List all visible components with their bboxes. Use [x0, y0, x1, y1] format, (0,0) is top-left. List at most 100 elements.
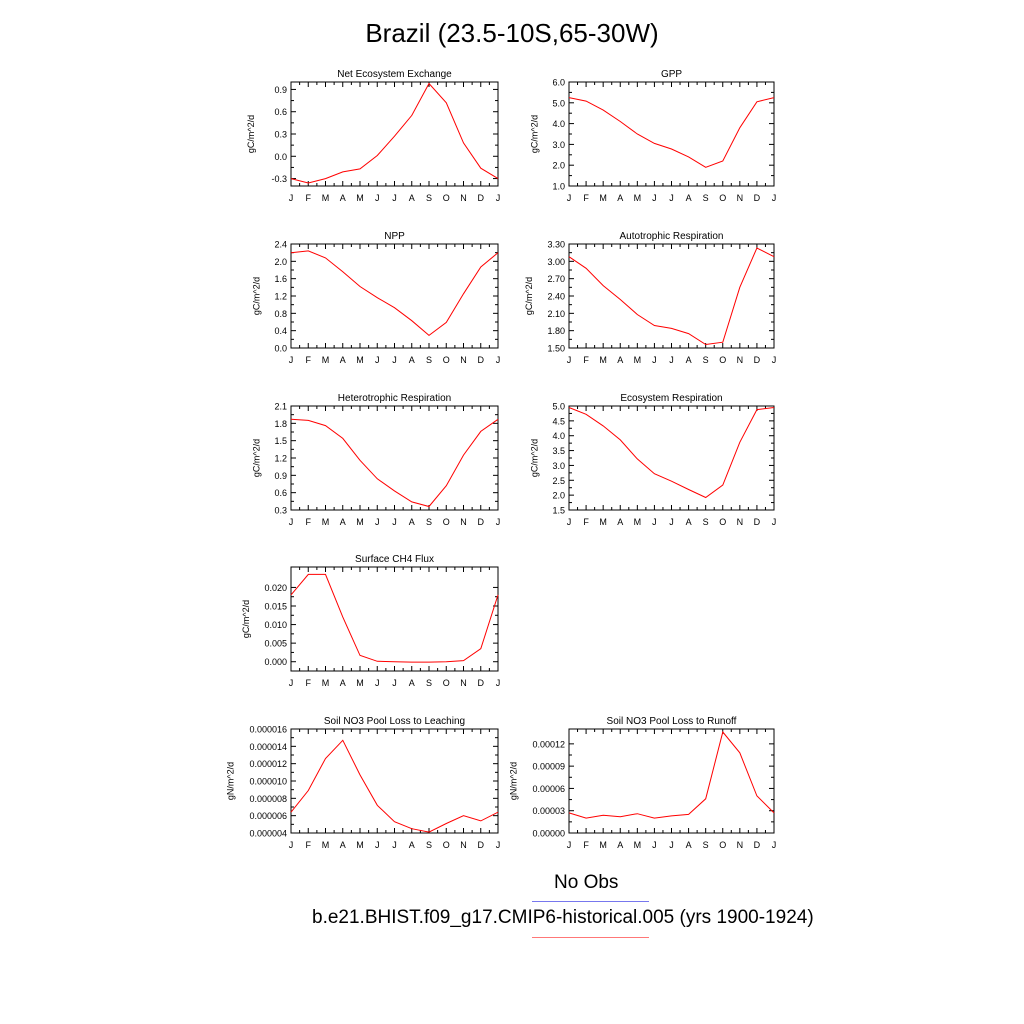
x-tick-label: O — [719, 517, 726, 527]
x-tick-label: J — [392, 840, 397, 850]
x-tick-label: A — [340, 355, 346, 365]
x-tick-label: M — [356, 193, 364, 203]
y-tick-label: 2.1 — [274, 402, 287, 412]
panel-title: Ecosystem Respiration — [620, 393, 722, 404]
panel-title: Heterotrophic Respiration — [338, 393, 451, 404]
y-tick-label: 0.00003 — [532, 806, 565, 816]
x-tick-label: N — [460, 517, 467, 527]
x-tick-label: J — [567, 840, 572, 850]
legend-obs-line — [532, 901, 649, 902]
x-tick-label: J — [392, 193, 397, 203]
x-tick-label: A — [409, 840, 415, 850]
y-tick-label: 5.0 — [552, 98, 565, 108]
x-tick-label: S — [426, 840, 432, 850]
x-tick-label: J — [496, 840, 501, 850]
x-tick-label: M — [356, 355, 364, 365]
x-tick-label: J — [567, 355, 572, 365]
y-tick-label: 3.30 — [547, 240, 565, 250]
y-tick-label: 0.000008 — [249, 794, 287, 804]
legend-obs-label: No Obs — [554, 872, 619, 893]
x-tick-label: S — [426, 355, 432, 365]
y-tick-label: 0.3 — [274, 506, 287, 516]
x-tick-label: A — [617, 517, 623, 527]
panel-title: Autotrophic Respiration — [620, 231, 724, 242]
y-tick-label: 1.5 — [552, 506, 565, 516]
x-tick-label: N — [460, 678, 467, 688]
y-tick-label: 2.40 — [547, 292, 565, 302]
x-tick-label: J — [772, 840, 777, 850]
y-axis-label: gC/m^2/d — [246, 115, 256, 153]
x-tick-label: A — [617, 355, 623, 365]
series-line — [290, 739, 499, 833]
y-tick-label: 0.005 — [264, 639, 287, 649]
y-tick-label: 1.50 — [547, 344, 565, 354]
y-tick-label: 0.0 — [274, 344, 287, 354]
x-tick-label: N — [460, 840, 467, 850]
x-tick-label: A — [617, 193, 623, 203]
panel-title: Soil NO3 Pool Loss to Runoff — [607, 716, 737, 727]
y-tick-label: 5.0 — [552, 402, 565, 412]
y-axis-label: gC/m^2/d — [241, 600, 251, 638]
y-tick-label: -0.3 — [271, 174, 287, 184]
y-axis-label: gC/m^2/d — [251, 277, 261, 315]
panel-title: NPP — [384, 231, 405, 242]
x-tick-label: F — [583, 840, 589, 850]
x-tick-label: J — [669, 193, 674, 203]
x-tick-label: F — [306, 193, 312, 203]
x-tick-label: J — [669, 517, 674, 527]
x-tick-label: F — [306, 840, 312, 850]
x-tick-label: M — [322, 678, 330, 688]
x-tick-label: O — [719, 355, 726, 365]
y-tick-label: 1.8 — [274, 419, 287, 429]
series-line — [290, 82, 499, 184]
x-tick-label: M — [599, 193, 607, 203]
plot-frame — [568, 243, 775, 349]
x-tick-label: J — [567, 517, 572, 527]
plot-frame — [290, 566, 499, 672]
x-tick-label: J — [652, 193, 657, 203]
x-tick-label: A — [340, 678, 346, 688]
x-tick-label: M — [599, 517, 607, 527]
y-tick-label: 0.000006 — [249, 811, 287, 821]
x-tick-label: N — [737, 840, 744, 850]
x-tick-label: F — [583, 193, 589, 203]
x-tick-label: J — [496, 517, 501, 527]
x-tick-label: S — [703, 840, 709, 850]
x-tick-label: M — [356, 678, 364, 688]
x-tick-label: S — [426, 193, 432, 203]
x-tick-label: F — [306, 355, 312, 365]
x-tick-label: A — [340, 517, 346, 527]
legend-model-label: b.e21.BHIST.f09_g17.CMIP6-historical.005… — [312, 907, 814, 928]
x-tick-label: N — [737, 193, 744, 203]
y-tick-label: 3.0 — [552, 461, 565, 471]
y-tick-label: 0.6 — [274, 107, 287, 117]
y-tick-label: 0.6 — [274, 488, 287, 498]
x-tick-label: N — [737, 517, 744, 527]
x-tick-label: M — [322, 517, 330, 527]
x-tick-label: A — [686, 517, 692, 527]
y-axis-label: gN/m^2/d — [225, 762, 235, 800]
x-tick-label: A — [617, 840, 623, 850]
y-tick-label: 0.000016 — [249, 725, 287, 735]
x-tick-label: A — [409, 193, 415, 203]
x-tick-label: J — [289, 355, 294, 365]
y-tick-label: 1.2 — [274, 454, 287, 464]
x-tick-label: J — [375, 678, 380, 688]
y-tick-label: 2.0 — [552, 491, 565, 501]
plot-frame — [568, 728, 775, 834]
y-tick-label: 0.3 — [274, 130, 287, 140]
series-line — [290, 418, 499, 508]
series-line — [568, 247, 775, 346]
x-tick-label: J — [652, 840, 657, 850]
y-axis-label: gC/m^2/d — [524, 277, 534, 315]
x-tick-label: O — [443, 678, 450, 688]
x-tick-label: S — [703, 517, 709, 527]
legend-model-line — [532, 937, 649, 938]
page-title: Brazil (23.5-10S,65-30W) — [365, 18, 659, 48]
y-tick-label: 0.00009 — [532, 762, 565, 772]
y-tick-label: 0.00000 — [532, 829, 565, 839]
